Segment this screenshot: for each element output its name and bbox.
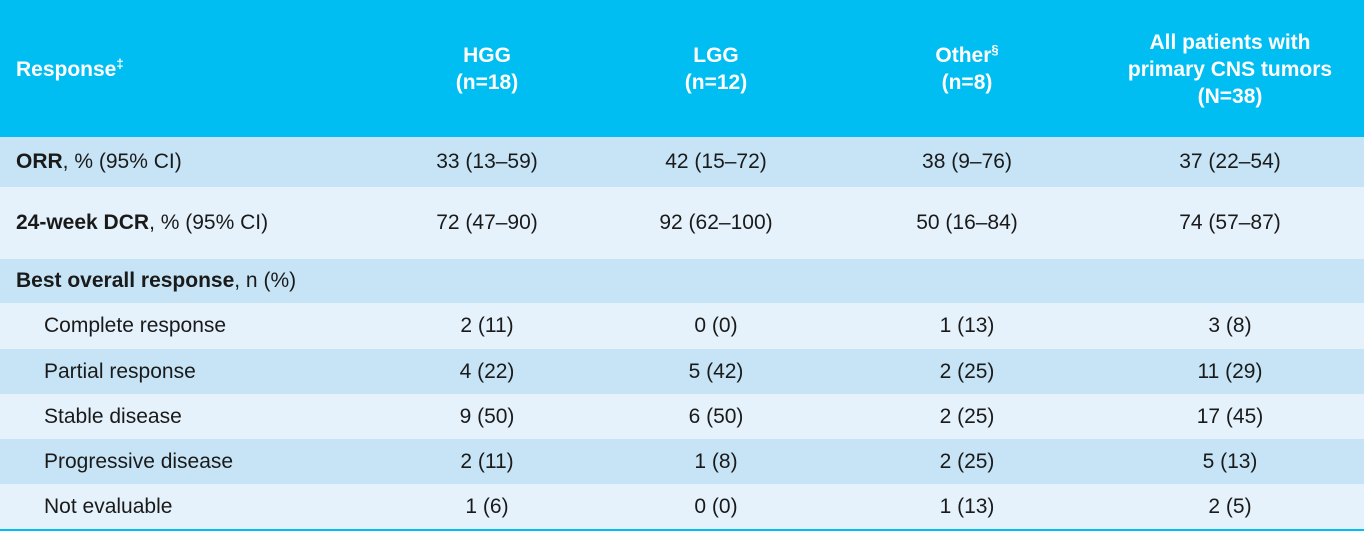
row-label-best-overall-response: Best overall response, n (%): [16, 269, 297, 292]
cell-cr-all: 3 (8): [1208, 314, 1252, 337]
cell-ne-all: 2 (5): [1208, 494, 1252, 518]
cell-orr-lgg: 42 (15–72): [665, 150, 767, 173]
cell-pd-hgg: 2 (11): [460, 449, 514, 473]
cell-cr-other: 1 (13): [939, 314, 995, 337]
table-row: Not evaluable 1 (6) 0 (0) 1 (13) 2 (5): [0, 484, 1364, 531]
cell-pr-all: 11 (29): [1197, 359, 1263, 383]
cell-pr-hgg: 4 (22): [459, 359, 515, 383]
cell-cr-lgg: 0 (0): [694, 314, 738, 337]
table-row: Progressive disease 2 (11) 1 (8) 2 (25) …: [0, 439, 1364, 484]
cell-pd-lgg: 1 (8): [694, 449, 738, 473]
cell-pd-all: 5 (13): [1202, 449, 1258, 473]
cell-dcr-lgg: 92 (62–100): [659, 211, 773, 234]
row-label-partial-response: Partial response: [44, 359, 196, 383]
header-lgg: LGG (n=12): [684, 44, 748, 94]
row-label-stable-disease: Stable disease: [44, 404, 182, 428]
cell-pd-other: 2 (25): [939, 449, 995, 473]
header-hgg: HGG (n=18): [455, 44, 519, 94]
row-label-orr: ORR, % (95% CI): [16, 150, 182, 173]
row-label-progressive-disease: Progressive disease: [44, 449, 234, 473]
cell-ne-lgg: 0 (0): [694, 494, 738, 518]
cell-orr-other: 38 (9–76): [922, 150, 1012, 173]
table-header: Response‡ HGG (n=18) LGG (n=12) Other§ (n=8…: [0, 0, 1364, 137]
table-row: Complete response 2 (11) 0 (0) 1 (13) 3 …: [0, 303, 1364, 349]
cell-sd-hgg: 9 (50): [459, 404, 515, 428]
header-other: Other§ (n=8): [935, 42, 999, 94]
row-label-not-evaluable: Not evaluable: [44, 494, 173, 518]
table-row: 24-week DCR, % (95% CI) 72 (47–90) 92 (6…: [0, 187, 1364, 259]
cell-dcr-all: 74 (57–87): [1179, 211, 1281, 234]
cell-dcr-other: 50 (16–84): [916, 211, 1018, 234]
table-row: Partial response 4 (22) 5 (42) 2 (25) 11…: [0, 349, 1364, 394]
cell-orr-all: 37 (22–54): [1179, 150, 1281, 173]
table-row: Stable disease 9 (50) 6 (50) 2 (25) 17 (…: [0, 394, 1364, 439]
cell-dcr-hgg: 72 (47–90): [436, 211, 538, 234]
cell-pr-lgg: 5 (42): [688, 359, 744, 383]
cell-sd-all: 17 (45): [1196, 404, 1264, 428]
header-all-patients: All patients with primary CNS tumors (N=38…: [1127, 30, 1333, 108]
row-label-dcr: 24-week DCR, % (95% CI): [16, 211, 269, 234]
cell-ne-other: 1 (13): [939, 494, 995, 518]
cell-pr-other: 2 (25): [939, 359, 995, 383]
cell-orr-hgg: 33 (13–59): [436, 150, 538, 173]
cell-cr-hgg: 2 (11): [460, 314, 514, 337]
header-response: Response‡: [16, 55, 124, 81]
cell-ne-hgg: 1 (6): [465, 494, 509, 518]
table-row: Best overall response, n (%): [0, 259, 1364, 303]
table-row: ORR, % (95% CI) 33 (13–59) 42 (15–72) 38…: [0, 137, 1364, 187]
cell-sd-other: 2 (25): [939, 404, 995, 428]
cell-sd-lgg: 6 (50): [688, 404, 744, 428]
row-label-complete-response: Complete response: [44, 314, 227, 337]
